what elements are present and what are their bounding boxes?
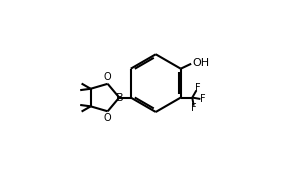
Text: OH: OH [192,58,209,68]
Text: B: B [115,93,123,103]
Text: O: O [104,113,112,123]
Text: F: F [191,103,197,113]
Text: O: O [104,72,112,82]
Text: F: F [200,94,206,104]
Text: F: F [195,83,201,93]
